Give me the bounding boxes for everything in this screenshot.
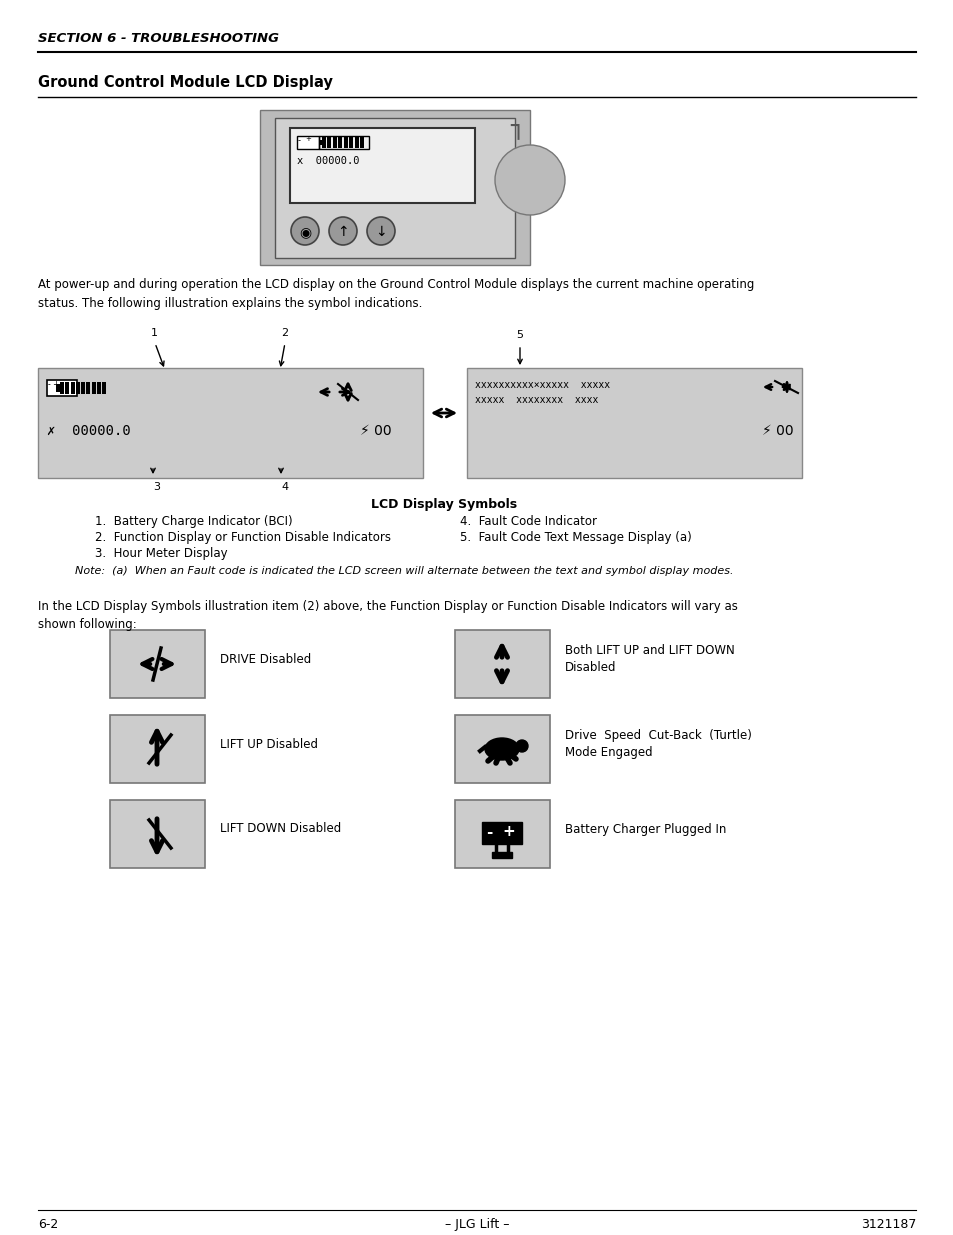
Circle shape <box>291 217 318 245</box>
Text: 4.  Fault Code Indicator: 4. Fault Code Indicator <box>459 515 597 529</box>
Bar <box>333 137 336 148</box>
Bar <box>355 137 358 148</box>
FancyBboxPatch shape <box>455 630 550 698</box>
Bar <box>344 137 348 148</box>
Text: 5.  Fault Code Text Message Display (a): 5. Fault Code Text Message Display (a) <box>459 531 691 543</box>
Bar <box>91 382 95 394</box>
Circle shape <box>516 740 527 752</box>
Bar <box>318 140 322 144</box>
Text: 3: 3 <box>152 482 160 492</box>
Bar <box>71 382 74 394</box>
Text: ⚡ 00: ⚡ 00 <box>761 424 793 438</box>
Bar <box>327 137 331 148</box>
Bar <box>338 137 342 148</box>
Text: Drive  Speed  Cut-Back  (Turtle)
Mode Engaged: Drive Speed Cut-Back (Turtle) Mode Engag… <box>564 729 751 760</box>
Bar <box>102 382 107 394</box>
Text: -: - <box>485 825 492 840</box>
Bar <box>65 382 70 394</box>
Bar <box>322 137 326 148</box>
FancyBboxPatch shape <box>274 119 515 258</box>
Text: +: + <box>305 136 311 142</box>
Text: SECTION 6 - TROUBLESHOOTING: SECTION 6 - TROUBLESHOOTING <box>38 32 278 44</box>
Text: 3121187: 3121187 <box>860 1218 915 1231</box>
Circle shape <box>367 217 395 245</box>
FancyBboxPatch shape <box>110 715 205 783</box>
FancyBboxPatch shape <box>110 800 205 868</box>
FancyBboxPatch shape <box>455 800 550 868</box>
FancyBboxPatch shape <box>467 368 801 478</box>
Text: In the LCD Display Symbols illustration item (2) above, the Function Display or : In the LCD Display Symbols illustration … <box>38 600 737 631</box>
Text: 3.  Hour Meter Display: 3. Hour Meter Display <box>95 547 228 559</box>
Text: - +: - + <box>48 380 59 389</box>
Bar <box>56 384 60 391</box>
Text: +: + <box>501 825 515 840</box>
Circle shape <box>329 217 356 245</box>
Text: 6-2: 6-2 <box>38 1218 58 1231</box>
Text: 5: 5 <box>516 330 522 340</box>
Text: ⚡ 00: ⚡ 00 <box>359 424 392 438</box>
FancyBboxPatch shape <box>290 128 475 203</box>
Text: ✗  00000.0: ✗ 00000.0 <box>47 424 131 438</box>
Bar <box>97 382 101 394</box>
Text: 1: 1 <box>151 329 158 338</box>
FancyBboxPatch shape <box>38 368 422 478</box>
Text: Both LIFT UP and LIFT DOWN
Disabled: Both LIFT UP and LIFT DOWN Disabled <box>564 643 734 674</box>
Text: x  00000.0: x 00000.0 <box>296 156 359 165</box>
Text: – JLG Lift –: – JLG Lift – <box>444 1218 509 1231</box>
Bar <box>349 137 354 148</box>
FancyBboxPatch shape <box>296 136 318 149</box>
Ellipse shape <box>484 739 518 760</box>
Text: Ground Control Module LCD Display: Ground Control Module LCD Display <box>38 75 333 90</box>
Text: LIFT DOWN Disabled: LIFT DOWN Disabled <box>220 823 341 836</box>
Bar <box>87 382 91 394</box>
Text: 4: 4 <box>281 482 288 492</box>
Text: 2: 2 <box>281 329 288 338</box>
FancyBboxPatch shape <box>110 630 205 698</box>
Text: At power-up and during operation the LCD display on the Ground Control Module di: At power-up and during operation the LCD… <box>38 278 754 310</box>
Text: ↓: ↓ <box>375 225 386 240</box>
Text: ◉: ◉ <box>298 225 311 240</box>
Text: DRIVE Disabled: DRIVE Disabled <box>220 652 311 666</box>
Text: Battery Charger Plugged In: Battery Charger Plugged In <box>564 823 725 836</box>
Bar <box>360 137 364 148</box>
Bar <box>492 852 512 858</box>
FancyBboxPatch shape <box>455 715 550 783</box>
Text: LIFT UP Disabled: LIFT UP Disabled <box>220 737 317 751</box>
Text: ↑: ↑ <box>336 225 349 240</box>
Text: ┐: ┐ <box>510 115 524 140</box>
Text: LCD Display Symbols: LCD Display Symbols <box>371 498 517 511</box>
Text: Note:  (a)  When an Fault code is indicated the LCD screen will alternate betwee: Note: (a) When an Fault code is indicate… <box>75 566 733 576</box>
Bar <box>481 823 521 844</box>
Text: 1.  Battery Charge Indicator (BCI): 1. Battery Charge Indicator (BCI) <box>95 515 293 529</box>
Bar <box>81 382 85 394</box>
Bar <box>60 382 64 394</box>
Bar <box>76 382 80 394</box>
FancyBboxPatch shape <box>47 380 77 396</box>
Circle shape <box>495 144 564 215</box>
Text: xxxxxxxxxx×xxxxx  xxxxx: xxxxxxxxxx×xxxxx xxxxx <box>475 380 610 390</box>
FancyBboxPatch shape <box>260 110 530 266</box>
Text: xxxxx  xxxxxxxx  xxxx: xxxxx xxxxxxxx xxxx <box>475 395 598 405</box>
Text: 2.  Function Display or Function Disable Indicators: 2. Function Display or Function Disable … <box>95 531 391 543</box>
Text: -: - <box>297 136 301 144</box>
